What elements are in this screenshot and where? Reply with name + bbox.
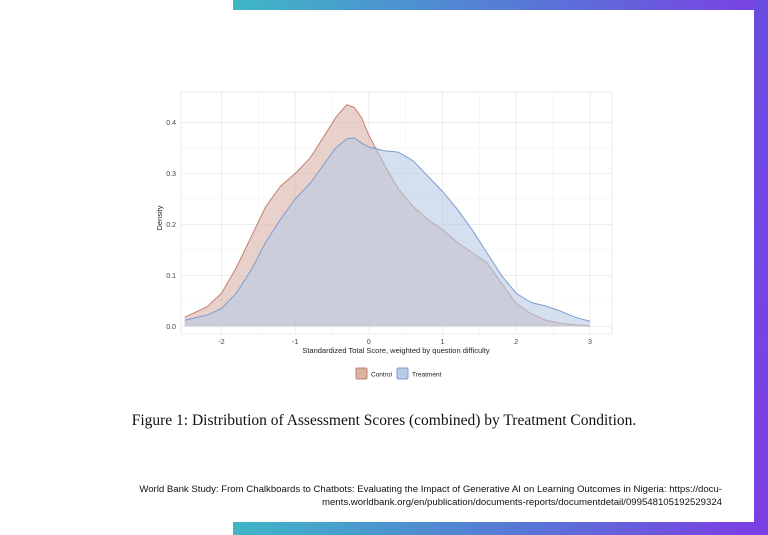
x-tick-label: 0 bbox=[367, 339, 371, 346]
x-tick-label: -2 bbox=[218, 339, 224, 346]
bottom-accent-bar bbox=[233, 522, 754, 535]
density-line-treatment bbox=[184, 137, 591, 322]
source-line-2: ments.worldbank.org/en/publication/docum… bbox=[321, 496, 722, 508]
legend-label-control: Control bbox=[371, 372, 393, 379]
y-tick-label: 0.1 bbox=[166, 273, 176, 280]
density-area-treatment bbox=[184, 137, 590, 327]
y-axis-label: Density bbox=[155, 205, 164, 230]
x-axis-label: Standardized Total Score, weighted by qu… bbox=[302, 346, 490, 355]
density-chart: Density Standardized Total Score, weight… bbox=[155, 91, 613, 380]
x-tick-label: 3 bbox=[588, 339, 592, 346]
chart-legend: Control Treatment bbox=[355, 367, 442, 380]
y-tick-label: 0.0 bbox=[166, 324, 176, 331]
x-tick-label: 2 bbox=[514, 339, 518, 346]
figure-caption: Figure 1: Distribution of Assessment Sco… bbox=[131, 412, 637, 429]
y-tick-label: 0.2 bbox=[166, 222, 176, 229]
top-accent-bar bbox=[233, 0, 768, 10]
x-tick-label: 1 bbox=[441, 339, 445, 346]
right-accent-bar bbox=[754, 0, 768, 535]
y-tick-label: 0.4 bbox=[166, 120, 176, 127]
y-tick-label: 0.3 bbox=[166, 171, 176, 178]
legend-label-treatment: Treatment bbox=[412, 372, 442, 379]
legend-swatch-control bbox=[355, 367, 368, 380]
chart-axes: Density Standardized Total Score, weight… bbox=[155, 120, 592, 355]
source-citation: World Bank Study: From Chalkboards to Ch… bbox=[120, 484, 722, 509]
chart-series bbox=[184, 104, 591, 327]
x-tick-label: -1 bbox=[292, 339, 298, 346]
legend-swatch-treatment bbox=[396, 367, 409, 380]
source-line-1: World Bank Study: From Chalkboards to Ch… bbox=[139, 484, 722, 495]
